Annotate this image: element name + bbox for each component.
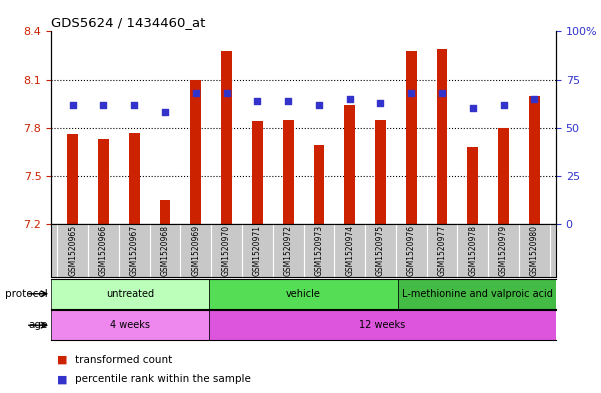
- Text: transformed count: transformed count: [75, 354, 172, 365]
- Point: [529, 96, 539, 102]
- Text: GSM1520969: GSM1520969: [191, 225, 200, 276]
- Point: [468, 105, 478, 112]
- Bar: [51, 279, 209, 309]
- Bar: [191, 80, 201, 224]
- Text: GSM1520976: GSM1520976: [407, 225, 416, 276]
- Text: 12 weeks: 12 weeks: [359, 320, 406, 330]
- Bar: [209, 279, 398, 309]
- Text: GDS5624 / 1434460_at: GDS5624 / 1434460_at: [51, 16, 206, 29]
- Point: [222, 90, 231, 96]
- Point: [129, 101, 139, 108]
- Bar: [129, 132, 139, 224]
- Text: percentile rank within the sample: percentile rank within the sample: [75, 374, 251, 384]
- Bar: [221, 51, 232, 224]
- Bar: [398, 279, 556, 309]
- Point: [283, 97, 293, 104]
- Bar: [209, 310, 556, 340]
- Text: GSM1520972: GSM1520972: [284, 225, 293, 276]
- Point: [499, 101, 508, 108]
- Text: GSM1520971: GSM1520971: [253, 225, 262, 276]
- Bar: [344, 105, 355, 224]
- Text: untreated: untreated: [106, 289, 154, 299]
- Bar: [314, 145, 325, 224]
- Text: L-methionine and valproic acid: L-methionine and valproic acid: [401, 289, 552, 299]
- Point: [252, 97, 262, 104]
- Text: GSM1520975: GSM1520975: [376, 225, 385, 276]
- Bar: [282, 120, 293, 224]
- Text: GSM1520966: GSM1520966: [99, 225, 108, 276]
- Bar: [160, 200, 170, 224]
- Text: GSM1520974: GSM1520974: [345, 225, 354, 276]
- Text: GSM1520967: GSM1520967: [130, 225, 139, 276]
- Point: [437, 90, 447, 96]
- Text: GSM1520968: GSM1520968: [160, 225, 169, 276]
- Text: 4 weeks: 4 weeks: [110, 320, 150, 330]
- Text: ■: ■: [57, 354, 67, 365]
- Bar: [437, 49, 447, 224]
- Bar: [468, 147, 478, 224]
- Bar: [98, 139, 109, 224]
- Text: GSM1520977: GSM1520977: [438, 225, 447, 276]
- Bar: [498, 128, 509, 224]
- Text: protocol: protocol: [5, 289, 48, 299]
- Text: vehicle: vehicle: [286, 289, 321, 299]
- Bar: [529, 95, 540, 224]
- Point: [68, 101, 78, 108]
- Text: GSM1520973: GSM1520973: [314, 225, 323, 276]
- Text: GSM1520979: GSM1520979: [499, 225, 508, 276]
- Point: [406, 90, 416, 96]
- Point: [160, 109, 170, 116]
- Point: [191, 90, 201, 96]
- Bar: [67, 134, 78, 224]
- Bar: [252, 121, 263, 224]
- Text: GSM1520970: GSM1520970: [222, 225, 231, 276]
- Point: [376, 99, 385, 106]
- Point: [314, 101, 324, 108]
- Point: [99, 101, 108, 108]
- Text: GSM1520980: GSM1520980: [530, 225, 539, 276]
- Bar: [375, 120, 386, 224]
- Point: [345, 96, 355, 102]
- Text: age: age: [29, 320, 48, 330]
- Text: GSM1520978: GSM1520978: [468, 225, 477, 276]
- Text: GSM1520965: GSM1520965: [68, 225, 77, 276]
- Bar: [51, 310, 209, 340]
- Text: ■: ■: [57, 374, 67, 384]
- Bar: [406, 51, 416, 224]
